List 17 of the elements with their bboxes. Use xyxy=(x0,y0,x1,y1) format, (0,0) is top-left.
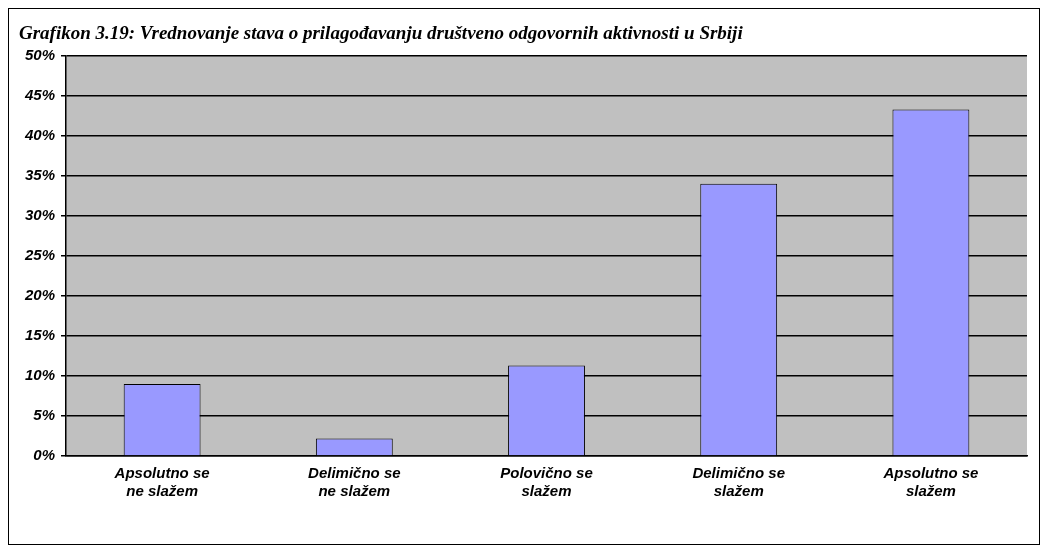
x-tick-label: Delimično se slažem xyxy=(692,464,785,500)
y-tick-label: 25% xyxy=(23,246,56,264)
y-tick-label: 50% xyxy=(24,45,56,63)
y-tick-label: 40% xyxy=(23,125,56,143)
y-tick-label: 30% xyxy=(24,206,56,224)
y-tick-label: 45% xyxy=(23,85,56,103)
x-tick-label: Apsolutno se slažem xyxy=(882,464,979,500)
y-tick-label: 15% xyxy=(24,326,56,344)
x-tick-label: Apsolutno se ne slažem xyxy=(113,464,210,500)
y-tick-label: 5% xyxy=(33,406,56,424)
chart-title: Grafikon 3.19: Vrednovanje stava o prilagođavanju društveno odgovornih aktivnosti u Srbiji xyxy=(19,22,744,44)
y-tick-label: 35% xyxy=(24,166,56,183)
x-tick-label: Polovično se slažem xyxy=(500,464,593,500)
y-tick-label: 0% xyxy=(33,446,56,464)
y-tick-label: 10% xyxy=(24,366,56,384)
x-tick-label: Delimično se ne slažem xyxy=(308,464,401,500)
y-tick-label: 20% xyxy=(23,286,56,304)
